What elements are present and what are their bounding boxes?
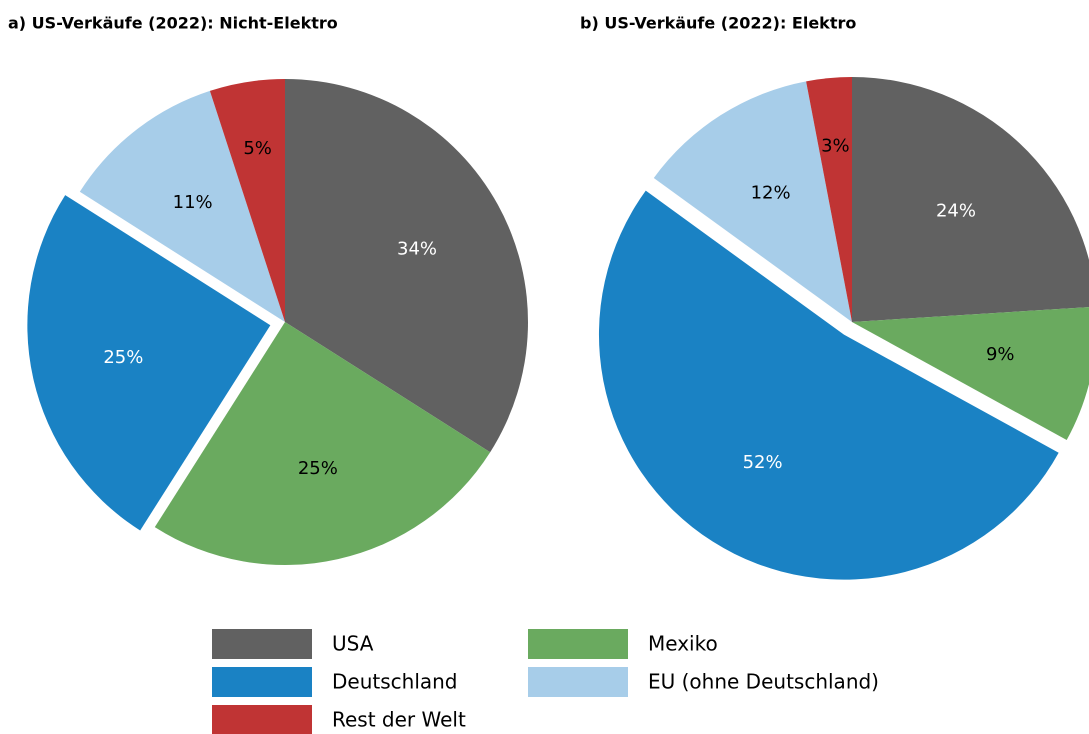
legend-swatch [212, 705, 312, 734]
chart-title: b) US-Verkäufe (2022): Elektro [580, 14, 856, 33]
pie-slice [209, 79, 285, 322]
legend-label: Rest der Welt [332, 708, 466, 732]
data-label: 9% [986, 344, 1015, 365]
pie-slice [27, 195, 271, 531]
legend-swatch [528, 667, 628, 697]
pie-slice [79, 90, 286, 322]
data-label: 12% [751, 183, 791, 204]
legend-label: Deutschland [332, 670, 458, 694]
data-label: 25% [103, 347, 143, 368]
pie-slice [653, 81, 852, 322]
data-label: 52% [743, 452, 783, 473]
pie-slice [285, 79, 528, 453]
data-label: 24% [936, 200, 976, 221]
pie-slice [806, 77, 852, 322]
data-label: 5% [243, 138, 272, 159]
legend-swatch [528, 629, 628, 659]
legend-label: EU (ohne Deutschland) [648, 670, 879, 694]
pie-slice [598, 190, 1059, 580]
chart-title: a) US-Verkäufe (2022): Nicht-Elektro [8, 14, 338, 33]
data-label: 25% [298, 458, 338, 479]
data-label: 34% [397, 238, 437, 259]
data-label: 11% [173, 192, 213, 213]
pie-slice [852, 307, 1089, 441]
legend-label: USA [332, 632, 374, 656]
legend-label: Mexiko [648, 632, 718, 656]
pie-slice [154, 322, 491, 565]
legend-swatch [212, 667, 312, 697]
legend-swatch [212, 629, 312, 659]
data-label: 3% [821, 135, 850, 156]
pie-slice [852, 77, 1089, 322]
